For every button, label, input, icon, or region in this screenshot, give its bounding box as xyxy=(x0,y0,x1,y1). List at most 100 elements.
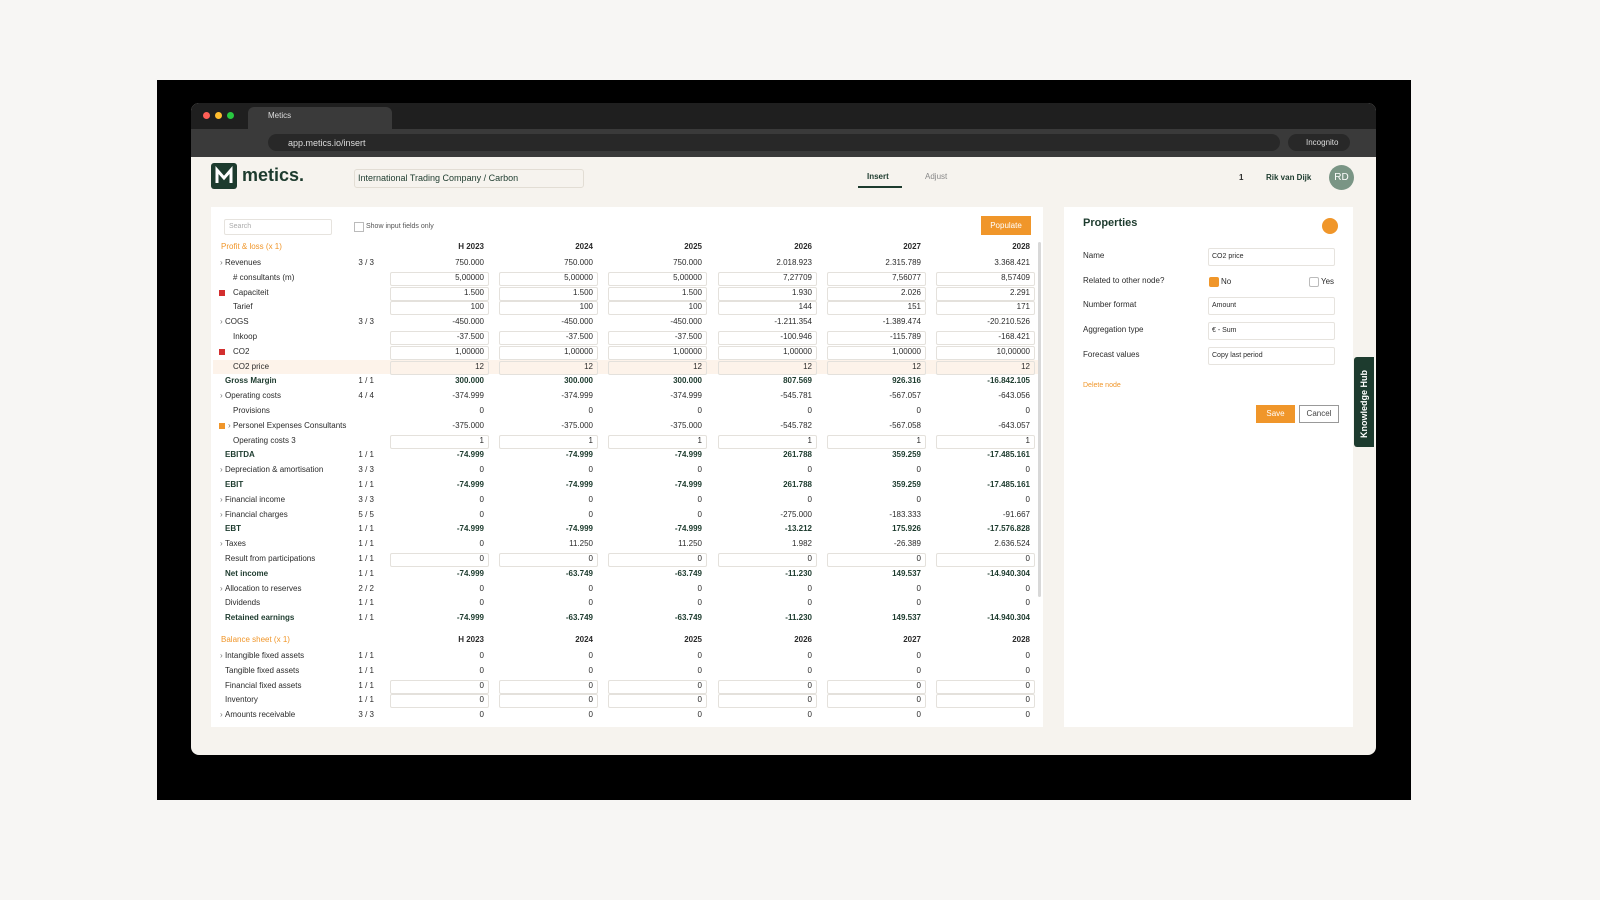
row-label[interactable]: Retained earnings xyxy=(225,613,295,623)
input-cell[interactable] xyxy=(827,679,926,694)
input-cell[interactable] xyxy=(608,679,707,694)
row-label[interactable]: COGS xyxy=(220,317,248,327)
avatar[interactable]: RD xyxy=(1329,165,1354,190)
browser-tab[interactable] xyxy=(248,107,392,129)
input-cell[interactable] xyxy=(608,286,707,301)
row-label[interactable]: Inventory xyxy=(225,695,258,705)
company-select[interactable] xyxy=(354,169,584,188)
input-cell[interactable] xyxy=(718,679,817,694)
input-cell[interactable] xyxy=(936,360,1035,375)
row-label[interactable]: Financial fixed assets xyxy=(225,680,302,690)
row-label[interactable]: Revenues xyxy=(220,258,261,268)
knowledge-hub[interactable]: Knowledge Hub xyxy=(1359,370,1369,438)
input-cell[interactable] xyxy=(827,345,926,360)
row-label[interactable]: CO2 price xyxy=(233,361,270,371)
row-label[interactable]: Intangible fixed assets xyxy=(220,651,304,661)
input-cell[interactable] xyxy=(936,679,1035,694)
row-label[interactable]: EBIT xyxy=(225,480,244,489)
input-cell[interactable] xyxy=(499,331,598,345)
row-label[interactable]: Allocation to reserves xyxy=(220,584,302,594)
input-cell[interactable] xyxy=(827,271,926,286)
row-label[interactable]: Tarief xyxy=(233,302,253,312)
input-cell[interactable] xyxy=(936,271,1035,286)
input-cell[interactable] xyxy=(827,331,926,345)
row-label[interactable]: EBITDA xyxy=(225,450,255,460)
row-label[interactable]: Amounts receivable xyxy=(220,710,295,720)
input-cell[interactable] xyxy=(390,301,489,316)
input-cell[interactable] xyxy=(827,553,926,567)
input-cell[interactable] xyxy=(608,271,707,286)
row-label[interactable]: Capaciteit xyxy=(233,287,269,297)
input-cell[interactable] xyxy=(718,360,817,375)
row-label[interactable]: Depreciation & amortisation xyxy=(220,465,323,475)
input-cell[interactable] xyxy=(608,301,707,316)
search-box[interactable] xyxy=(224,219,332,235)
row-label[interactable]: Operating costs 3 xyxy=(233,435,296,445)
input-cell[interactable] xyxy=(608,553,707,567)
row-label[interactable]: # consultants (m) xyxy=(233,272,295,282)
input-cell[interactable] xyxy=(499,360,598,375)
row-label[interactable]: EBT xyxy=(225,524,241,534)
checkbox[interactable] xyxy=(354,222,364,232)
delete-node[interactable]: Delete node xyxy=(1083,382,1121,389)
field-input[interactable] xyxy=(1208,297,1335,316)
input-cell[interactable] xyxy=(827,286,926,301)
input-cell[interactable] xyxy=(718,286,817,301)
cancel-button[interactable]: Cancel xyxy=(1299,405,1339,423)
input-cell[interactable] xyxy=(499,694,598,709)
field-input[interactable] xyxy=(1208,248,1335,266)
input-cell[interactable] xyxy=(608,434,707,449)
address-bar[interactable] xyxy=(268,134,1280,151)
knowledge-hub-tab[interactable] xyxy=(1354,357,1374,447)
input-cell[interactable] xyxy=(390,553,489,567)
populate-button[interactable]: Populate xyxy=(981,216,1031,235)
input-cell[interactable] xyxy=(718,331,817,345)
close-dot[interactable] xyxy=(203,112,210,119)
row-label[interactable]: Personel Expenses Consultants xyxy=(228,421,346,431)
input-cell[interactable] xyxy=(718,345,817,360)
min-dot[interactable] xyxy=(215,112,222,119)
input-cell[interactable] xyxy=(936,286,1035,301)
input-cell[interactable] xyxy=(499,286,598,301)
incognito-pill[interactable] xyxy=(1288,134,1350,151)
radio-box[interactable] xyxy=(1209,276,1219,287)
field-input[interactable] xyxy=(1208,322,1335,341)
input-cell[interactable] xyxy=(390,679,489,694)
input-cell[interactable] xyxy=(390,345,489,360)
input-cell[interactable] xyxy=(936,553,1035,567)
input-cell[interactable] xyxy=(499,434,598,449)
row-label[interactable]: Gross Margin xyxy=(225,376,277,386)
row-label[interactable]: CO2 xyxy=(233,346,250,356)
row-label[interactable]: Provisions xyxy=(233,406,270,415)
input-cell[interactable] xyxy=(718,434,817,449)
row-label[interactable]: Result from participations xyxy=(225,554,316,563)
input-cell[interactable] xyxy=(827,301,926,316)
input-cell[interactable] xyxy=(718,271,817,286)
input-cell[interactable] xyxy=(827,434,926,449)
input-cell[interactable] xyxy=(718,694,817,709)
notification-count[interactable]: 1 xyxy=(1239,173,1244,182)
row-label[interactable]: Inkoop xyxy=(233,332,258,341)
input-cell[interactable] xyxy=(936,301,1035,316)
input-cell[interactable] xyxy=(936,345,1035,360)
field-input[interactable] xyxy=(1208,346,1335,365)
row-label[interactable]: Operating costs xyxy=(220,391,281,401)
max-dot[interactable] xyxy=(227,112,234,119)
tab-insert[interactable]: Insert xyxy=(867,172,889,181)
radio-box[interactable] xyxy=(1309,276,1319,287)
input-cell[interactable] xyxy=(390,331,489,345)
input-cell[interactable] xyxy=(390,694,489,709)
tab-adjust[interactable]: Adjust xyxy=(925,172,948,181)
input-cell[interactable] xyxy=(390,434,489,449)
input-cell[interactable] xyxy=(608,345,707,360)
row-label[interactable]: Financial charges xyxy=(220,510,288,520)
input-cell[interactable] xyxy=(608,360,707,375)
input-cell[interactable] xyxy=(827,694,926,709)
edit-icon[interactable] xyxy=(1322,218,1338,234)
input-cell[interactable] xyxy=(390,271,489,286)
input-cell[interactable] xyxy=(936,331,1035,345)
input-cell[interactable] xyxy=(499,553,598,567)
input-cell[interactable] xyxy=(499,271,598,286)
input-cell[interactable] xyxy=(499,345,598,360)
input-cell[interactable] xyxy=(499,679,598,694)
